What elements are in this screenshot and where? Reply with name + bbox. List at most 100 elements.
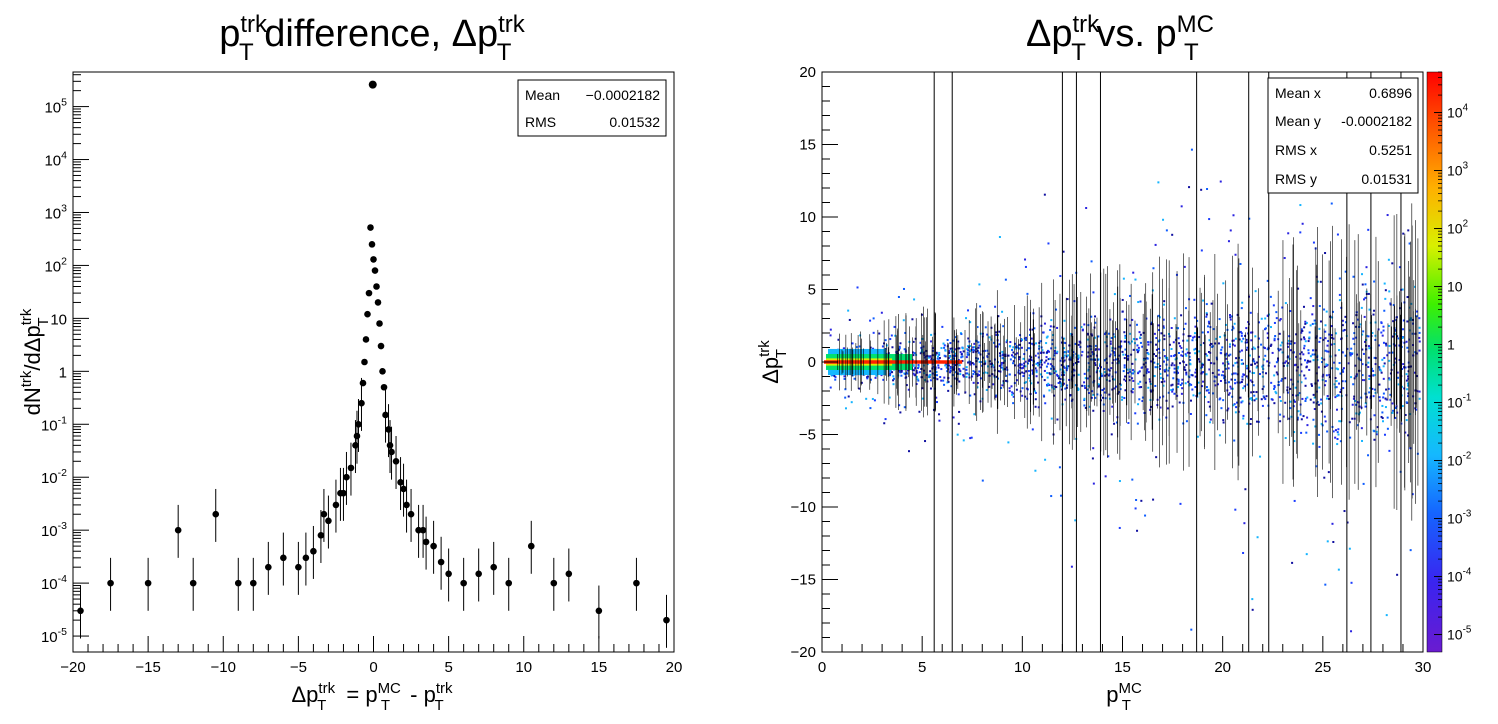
heatmap-cell [1282, 415, 1285, 418]
heatmap-cell [1222, 370, 1225, 373]
right-y-tick-label: −20 [791, 644, 816, 661]
heatmap-cell [1365, 348, 1368, 351]
heatmap-cell [967, 337, 970, 340]
heatmap-cell [1331, 310, 1334, 313]
heatmap-cell [1190, 373, 1193, 376]
heatmap-cell [1018, 358, 1021, 361]
heatmap-cell [923, 354, 926, 357]
heatmap-cell [1170, 327, 1173, 330]
heatmap-cell [1406, 320, 1409, 323]
heatmap-cell [1144, 514, 1147, 517]
heatmap-cell [1010, 385, 1013, 388]
left-y-tick-label: 10-4 [41, 573, 67, 593]
heatmap-cell [1363, 298, 1366, 301]
heatmap-cell [1155, 355, 1158, 358]
heatmap-cell [1254, 362, 1257, 365]
heatmap-cell [1305, 553, 1308, 556]
heatmap-cell [1385, 398, 1388, 401]
heatmap-cell [1124, 353, 1127, 356]
heatmap-cell [1353, 343, 1356, 346]
heatmap-cell [1362, 330, 1365, 333]
heatmap-cell [1231, 395, 1234, 398]
heatmap-cell [829, 328, 832, 331]
heatmap-cell [1148, 378, 1151, 381]
heatmap-cell [1316, 379, 1319, 382]
left-y-tick-label: 104 [44, 150, 67, 170]
heatmap-cell [1311, 322, 1314, 325]
heatmap-cell [966, 348, 969, 351]
heatmap-cell [1402, 232, 1405, 235]
heatmap-cell [962, 439, 965, 442]
heatmap-cell [1318, 445, 1321, 448]
heatmap-cell [889, 372, 892, 375]
heatmap-cell [1242, 387, 1245, 390]
heatmap-cell [1373, 280, 1376, 283]
left-data-point [280, 554, 287, 562]
heatmap-cell [920, 313, 923, 316]
heatmap-cell [1325, 310, 1328, 313]
heatmap-cell [918, 410, 921, 413]
heatmap-cell [1260, 398, 1263, 401]
heatmap-cell [1093, 380, 1096, 383]
heatmap-cell [1377, 344, 1380, 347]
heatmap-cell [1039, 366, 1042, 369]
z-tick-label: 10-2 [1447, 451, 1471, 469]
heatmap-cell [1220, 407, 1223, 410]
heatmap-cell [1339, 391, 1342, 394]
heatmap-cell [1405, 401, 1408, 404]
heatmap-cell [1254, 290, 1257, 293]
heatmap-cell [1273, 374, 1276, 377]
heatmap-cell [1177, 386, 1180, 389]
heatmap-cell [1332, 430, 1335, 433]
heatmap-cell [1314, 425, 1317, 428]
heatmap-cell [1315, 402, 1318, 405]
heatmap-cell [1232, 364, 1235, 367]
heatmap-cell [899, 411, 902, 414]
heatmap-cell [973, 346, 976, 349]
heatmap-cell [1137, 403, 1140, 406]
heatmap-cell [945, 362, 948, 365]
heatmap-cell [1030, 359, 1033, 362]
heatmap-cell [1139, 333, 1142, 336]
heatmap-cell [1131, 377, 1134, 380]
heatmap-cell [1266, 279, 1269, 282]
heatmap-cell [1277, 380, 1280, 383]
heatmap-cell [1119, 388, 1122, 391]
heatmap-cell [1312, 359, 1315, 362]
heatmap-cell [1017, 369, 1020, 372]
left-data-point [422, 538, 430, 546]
heatmap-cell [1043, 361, 1046, 364]
heatmap-cell [1166, 356, 1169, 359]
heatmap-cell [952, 362, 955, 365]
heatmap-cell [1283, 257, 1286, 260]
heatmap-cell [1381, 411, 1384, 414]
heatmap-cell [1261, 388, 1264, 391]
heatmap-cell [1374, 338, 1377, 341]
heatmap-cell [1097, 348, 1100, 351]
left-stat-mean-label: Mean [525, 87, 560, 103]
heatmap-cell [1381, 334, 1384, 337]
heatmap-cell [1330, 343, 1333, 346]
heatmap-cell [1109, 353, 1112, 356]
heatmap-cell [1318, 340, 1321, 343]
right-x-axis-label: pMC T [1106, 680, 1142, 714]
heatmap-cell [1103, 371, 1106, 374]
heatmap-cell [1298, 374, 1301, 377]
heatmap-cell [1310, 383, 1313, 386]
heatmap-cell [1257, 321, 1260, 324]
heatmap-cell [1183, 265, 1186, 268]
heatmap-cell [1276, 373, 1279, 376]
heatmap-cell [1388, 378, 1391, 381]
heatmap-cell [1190, 148, 1193, 151]
heatmap-cell [932, 347, 935, 350]
heatmap-cell [986, 333, 989, 336]
heatmap-cell [1236, 401, 1239, 404]
heatmap-cell [1163, 334, 1166, 337]
heatmap-cell [892, 375, 895, 378]
heatmap-cell [881, 345, 884, 348]
left-peak-point [368, 80, 377, 89]
heatmap-cell [912, 354, 915, 357]
heatmap-cell [1137, 301, 1140, 304]
heatmap-cell [1248, 217, 1251, 220]
heatmap-cell [1219, 379, 1222, 382]
